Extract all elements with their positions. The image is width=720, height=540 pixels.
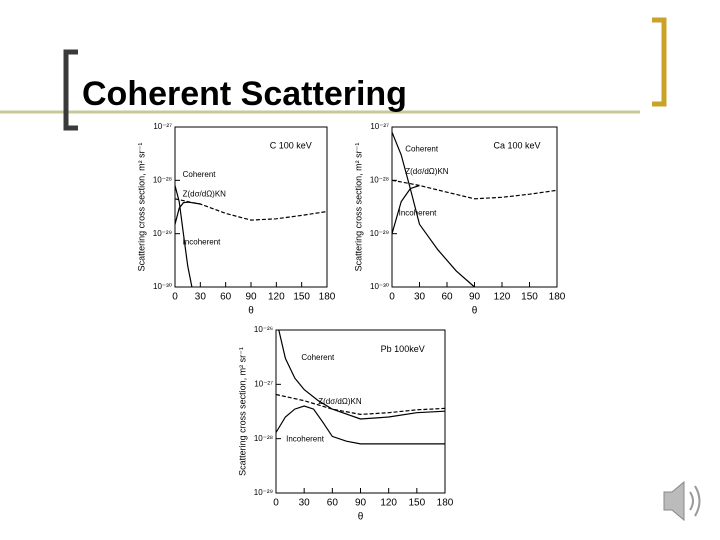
y-tick-label: 10⁻²⁸ [370, 175, 389, 184]
x-tick-label: 0 [172, 292, 178, 303]
y-tick-label: 10⁻²⁷ [153, 122, 172, 131]
y-tick-label: 10⁻²⁹ [254, 488, 273, 497]
x-tick-label: 90 [355, 498, 367, 509]
series-label: Z(dσ/dΩ)KN [405, 167, 449, 176]
y-tick-label: 10⁻²⁹ [370, 229, 389, 238]
series-label: Z(dσ/dΩ)KN [183, 189, 227, 198]
series-line [275, 405, 445, 445]
y-tick-label: 10⁻²⁷ [370, 122, 389, 131]
x-tick-label: 30 [299, 498, 311, 509]
series-label: Coherent [183, 170, 217, 179]
x-tick-label: 60 [220, 292, 232, 303]
y-axis-label: Scattering cross section, m² sr⁻¹ [237, 347, 247, 476]
x-tick-label: 60 [441, 292, 453, 303]
left-bracket [63, 49, 78, 131]
y-tick-label: 10⁻³⁰ [153, 282, 172, 291]
x-tick-label: 30 [195, 292, 207, 303]
x-tick-label: 150 [408, 498, 425, 509]
x-axis-label: θ [472, 306, 478, 317]
chart-title: C 100 keV [270, 141, 312, 151]
series-label: Incoherent [183, 237, 222, 246]
right-bracket [652, 17, 667, 107]
series-line [275, 393, 446, 416]
x-axis-label: θ [248, 306, 254, 317]
x-axis-label: θ [358, 512, 364, 523]
series-label: Z(dσ/dΩ)KN [318, 397, 362, 406]
x-tick-label: 150 [521, 292, 538, 303]
x-tick-label: 120 [380, 498, 397, 509]
y-tick-label: 10⁻²⁹ [153, 229, 172, 238]
x-tick-label: 120 [268, 292, 285, 303]
series-line [174, 185, 193, 288]
y-tick-label: 10⁻²⁶ [254, 325, 273, 334]
x-tick-label: 0 [273, 498, 279, 509]
y-tick-label: 10⁻²⁸ [254, 434, 273, 443]
y-axis-label: Scattering cross section, m² sr⁻¹ [136, 143, 146, 272]
series-label: Incoherent [399, 209, 438, 218]
x-tick-label: 90 [245, 292, 257, 303]
x-tick-label: 180 [437, 498, 454, 509]
series-line [391, 179, 558, 200]
x-tick-label: 150 [293, 292, 310, 303]
series-label: Coherent [301, 353, 335, 362]
x-tick-label: 90 [469, 292, 481, 303]
slide-title: Coherent Scattering [82, 75, 407, 113]
x-tick-label: 30 [414, 292, 426, 303]
x-tick-label: 0 [389, 292, 395, 303]
y-tick-label: 10⁻²⁸ [153, 175, 172, 184]
speaker-icon [663, 480, 701, 522]
y-tick-label: 10⁻³⁰ [370, 282, 389, 291]
x-tick-label: 180 [319, 292, 336, 303]
y-tick-label: 10⁻²⁷ [254, 379, 273, 388]
series-label: Incoherent [286, 434, 325, 443]
series-line [391, 184, 420, 234]
series-line [174, 201, 201, 225]
series-line [391, 131, 475, 288]
x-tick-label: 180 [549, 292, 566, 303]
x-tick-label: 120 [494, 292, 511, 303]
series-line [278, 329, 446, 420]
chart-title: Pb 100keV [381, 344, 425, 354]
series-label: Coherent [405, 145, 439, 154]
chart-title: Ca 100 keV [493, 141, 540, 151]
x-tick-label: 60 [327, 498, 339, 509]
y-axis-label: Scattering cross section, m² sr⁻¹ [353, 143, 363, 272]
